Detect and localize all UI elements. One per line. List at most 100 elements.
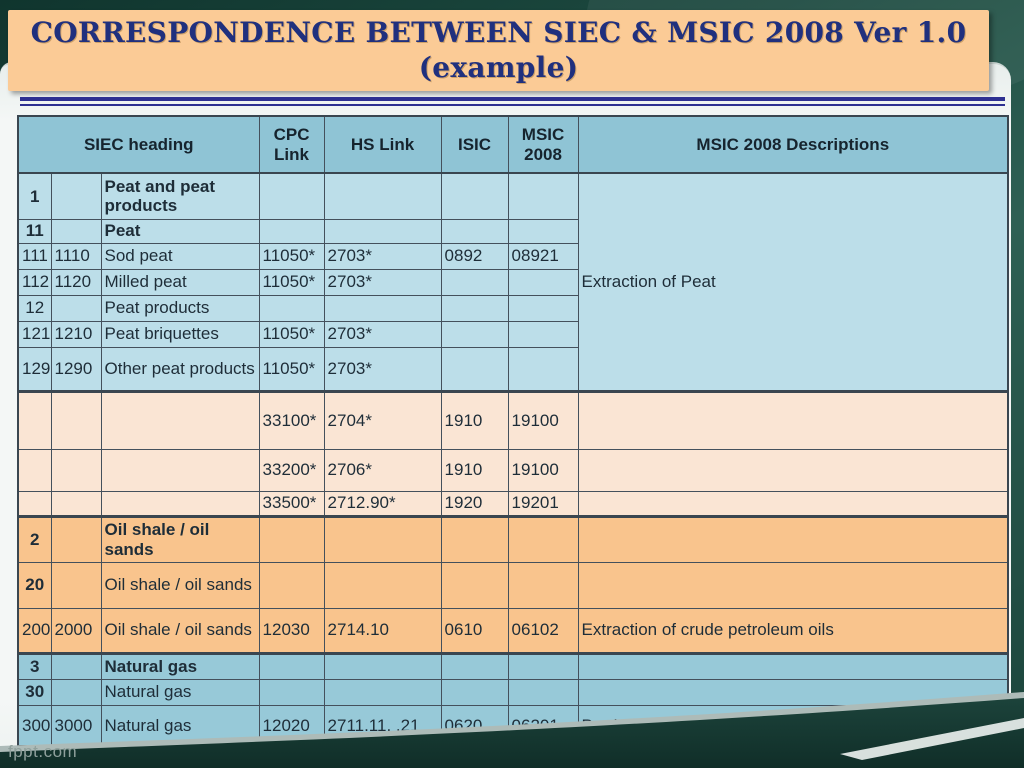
cell-siec-code1: 11 (17, 218, 52, 244)
cell-isic (440, 678, 509, 706)
cell-siec-code1: 200 (17, 607, 52, 654)
cell-isic (440, 514, 509, 563)
cell-hs (323, 561, 442, 609)
cell-siec-code2 (50, 514, 102, 563)
cell-siec-code2: 2000 (50, 607, 102, 654)
cell-siec-code2 (50, 490, 102, 517)
cell-isic (440, 294, 509, 322)
cell-siec-code1 (17, 448, 52, 492)
cell-hs: 2714.10 (323, 607, 442, 654)
cell-hs (323, 651, 442, 680)
cell-item (100, 448, 260, 492)
cell-msic (507, 172, 579, 220)
cell-msic (507, 561, 579, 609)
table-row: 33200* 2706* 1910 19100 (17, 448, 1009, 492)
cell-siec-code2: 1210 (50, 320, 102, 348)
cell-item: Peat (100, 218, 260, 244)
cell-siec-code1 (17, 389, 52, 450)
cell-hs: 2704* (323, 389, 442, 450)
cell-item: Natural gas (100, 704, 260, 747)
cell-isic (440, 172, 509, 220)
cell-item: Oil shale / oil sands (100, 607, 260, 654)
cell-siec-code2 (50, 678, 102, 706)
cell-hs: 2712.90* (323, 490, 442, 517)
cell-hs: 2703* (323, 346, 442, 392)
cell-siec-code2: 1290 (50, 346, 102, 392)
cell-siec-code1: 12 (17, 294, 52, 322)
cell-description (577, 514, 1009, 563)
correspondence-table: SIEC heading CPC Link HS Link ISIC MSIC … (17, 115, 1010, 747)
cell-msic (507, 218, 579, 244)
title-banner: CORRESPONDENCE BETWEEN SIEC & MSIC 2008 … (8, 10, 989, 91)
column-header-msic: MSIC 2008 (507, 115, 579, 174)
cell-cpc: 33500* (258, 490, 325, 517)
cell-isic (440, 651, 509, 680)
cell-item: Other peat products (100, 346, 260, 392)
table-row: 121 1210 Peat briquettes 11050* 2703* (17, 320, 1008, 348)
cell-description (577, 651, 1009, 680)
cell-item: Oil shale / oil sands (100, 514, 260, 563)
cell-description (577, 448, 1009, 492)
divider-line-thick (20, 97, 1005, 101)
cell-cpc: 12030 (258, 607, 325, 654)
cell-hs: 2703* (323, 242, 442, 270)
cell-siec-code2 (50, 172, 102, 220)
title-line1: CORRESPONDENCE BETWEEN SIEC & MSIC 2008 … (30, 16, 967, 50)
cell-siec-code1: 111 (17, 242, 52, 270)
cell-siec-code1 (17, 490, 52, 517)
cell-siec-code2 (50, 389, 102, 450)
cell-siec-code1: 121 (17, 320, 52, 348)
cell-item: Peat products (100, 294, 260, 322)
cell-msic: 08921 (507, 242, 579, 270)
cell-msic (507, 651, 579, 680)
table-row: 11 Peat (17, 218, 1008, 244)
cell-msic (507, 268, 579, 296)
cell-cpc (258, 172, 325, 220)
column-header-isic: ISIC (440, 115, 509, 174)
cell-cpc (258, 514, 325, 563)
cell-msic (507, 678, 579, 706)
bottom-swoosh-decoration (0, 692, 1024, 768)
table-row: 111 1110 Sod peat 11050* 2703* 0892 0892… (17, 242, 1008, 270)
cell-description-merged: Extraction of Peat (577, 172, 1009, 392)
cell-siec-code1: 20 (17, 561, 52, 609)
cell-hs (323, 678, 442, 706)
cell-msic: 19100 (507, 389, 579, 450)
cell-siec-code2 (50, 448, 102, 492)
cell-siec-code1: 129 (17, 346, 52, 392)
divider-line-thin (20, 104, 1005, 106)
cell-item: Milled peat (100, 268, 260, 296)
cell-isic: 1910 (440, 448, 509, 492)
cell-hs: 2703* (323, 268, 442, 296)
cell-isic: 0610 (440, 607, 509, 654)
cell-hs: 2703* (323, 320, 442, 348)
cell-siec-code2 (50, 651, 102, 680)
column-header-siec: SIEC heading (17, 115, 260, 174)
column-header-hs: HS Link (323, 115, 442, 174)
cell-siec-code2: 3000 (50, 704, 102, 747)
cell-item: Sod peat (100, 242, 260, 270)
cell-isic (440, 268, 509, 296)
cell-item: Natural gas (100, 651, 260, 680)
cell-isic: 1920 (440, 490, 509, 517)
column-header-cpc: CPC Link (258, 115, 325, 174)
watermark: fppt.com (8, 742, 78, 761)
cell-item: Peat and peat products (100, 172, 260, 220)
cell-siec-code2 (50, 561, 102, 609)
cell-cpc (258, 218, 325, 244)
cell-cpc: 11050* (258, 320, 325, 348)
table-row: 1 Peat and peat products Extraction of P… (17, 172, 1009, 392)
cell-siec-code1: 2 (17, 514, 52, 563)
cell-siec-code1: 30 (17, 678, 52, 706)
cell-msic (507, 514, 579, 563)
cell-description (577, 490, 1009, 517)
table-row: 2 Oil shale / oil sands (17, 514, 1009, 563)
cell-item: Natural gas (100, 678, 260, 706)
cell-isic (440, 218, 509, 244)
cell-msic (507, 320, 579, 348)
table-row: 112 1120 Milled peat 11050* 2703* (17, 268, 1008, 296)
cell-item (100, 389, 260, 450)
cell-isic (440, 561, 509, 609)
table-row: 3 Natural gas (17, 651, 1009, 680)
column-header-descriptions: MSIC 2008 Descriptions (577, 115, 1009, 174)
